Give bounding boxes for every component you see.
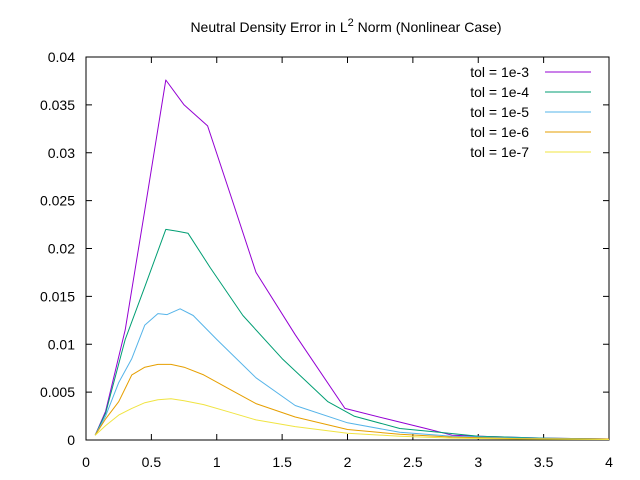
- x-tick-label: 3.5: [534, 454, 554, 470]
- plot-frame: [85, 56, 610, 441]
- y-tick-label: 0.01: [48, 336, 75, 352]
- axis-ticks: 0 0.5 1 1.5 2 2.5 3 3.5 4 0 0.005 0.01 0.015 0.02 0.02…: [40, 49, 613, 470]
- x-tick-label: 4: [605, 454, 613, 470]
- y-tick-label: 0.025: [40, 193, 75, 209]
- chart-title-main: Neutral Density Error in L: [190, 19, 347, 35]
- y-tick-label: 0: [67, 432, 75, 448]
- chart-title-rest: Norm (Nonlinear Case): [354, 19, 502, 35]
- x-tick-label: 3: [474, 454, 482, 470]
- series-line-3: [94, 308, 610, 440]
- legend-label: tol = 1e-5: [470, 104, 529, 120]
- x-tick-label: 0: [82, 454, 90, 470]
- legend: tol = 1e-3 tol = 1e-4 tol = 1e-5 tol = 1e-6…: [470, 64, 591, 160]
- x-tick-label: 2.5: [403, 454, 423, 470]
- series-line-1: [94, 79, 610, 440]
- x-tick-label: 0.5: [142, 454, 162, 470]
- series-line-2: [94, 228, 610, 440]
- chart-title-superscript: 2: [348, 17, 354, 29]
- x-tick-label: 2: [344, 454, 352, 470]
- series-line-4: [94, 363, 610, 440]
- series-layer: [94, 79, 610, 440]
- y-tick-label: 0.04: [48, 49, 75, 65]
- series-line-5: [94, 398, 610, 440]
- y-tick-label: 0.035: [40, 97, 75, 113]
- legend-label: tol = 1e-3: [470, 64, 529, 80]
- x-tick-label: 1: [213, 454, 221, 470]
- y-tick-label: 0.03: [48, 145, 75, 161]
- legend-label: tol = 1e-7: [470, 144, 529, 160]
- legend-label: tol = 1e-4: [470, 84, 529, 100]
- y-tick-label: 0.015: [40, 288, 75, 304]
- y-tick-label: 0.02: [48, 241, 75, 257]
- chart-title: Neutral Density Error in L2 Norm (Nonlin…: [190, 17, 501, 35]
- legend-label: tol = 1e-6: [470, 124, 529, 140]
- y-tick-label: 0.005: [40, 384, 75, 400]
- x-tick-label: 1.5: [272, 454, 292, 470]
